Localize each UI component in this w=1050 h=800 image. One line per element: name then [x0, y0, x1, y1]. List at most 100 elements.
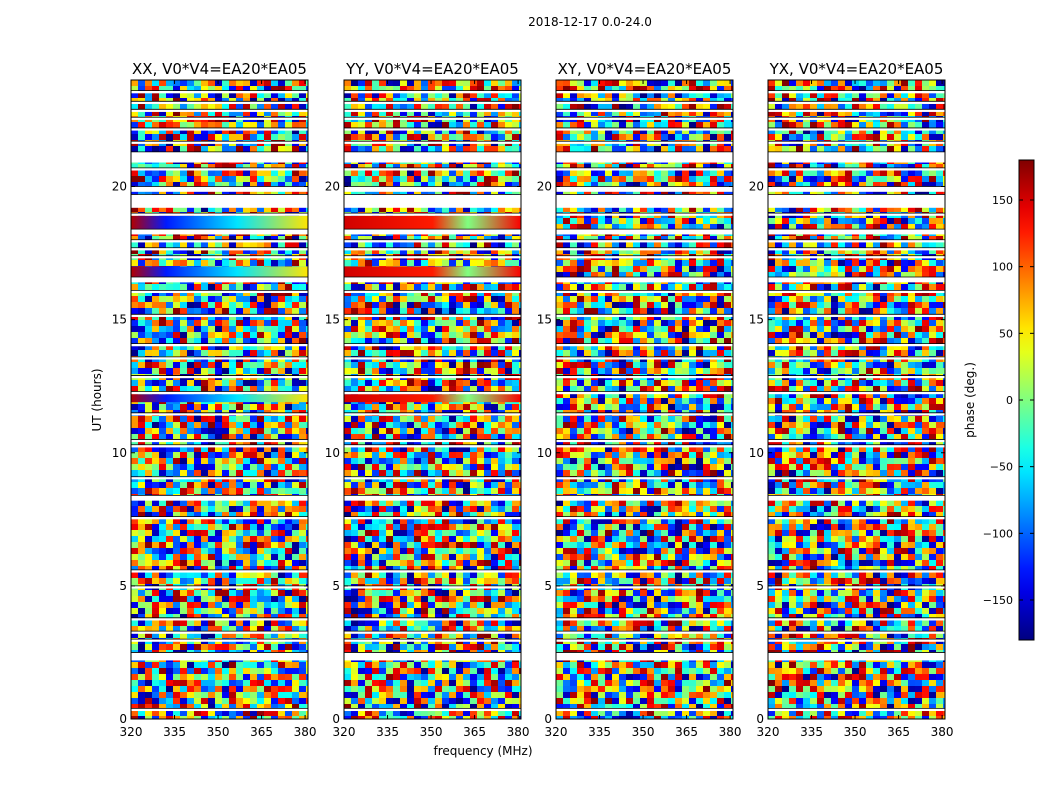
- flagged-band: [344, 631, 521, 634]
- flagged-band: [556, 639, 733, 642]
- flagged-band: [131, 631, 308, 634]
- flagged-band: [768, 255, 945, 259]
- flagged-band: [768, 239, 945, 243]
- flagged-band: [131, 495, 308, 501]
- flagged-band: [344, 617, 521, 621]
- flagged-band: [556, 213, 733, 216]
- flagged-band: [768, 439, 945, 443]
- flagged-band: [344, 127, 521, 131]
- panel-title: YY, V0*V4=EA20*EA05: [345, 60, 519, 78]
- panel-frame: [555, 79, 734, 720]
- flagged-band: [556, 356, 733, 360]
- flagged-band: [131, 639, 308, 642]
- flagged-band: [131, 277, 308, 283]
- flagged-band: [344, 375, 521, 379]
- y-tick-label: 10: [112, 446, 127, 460]
- flagged-band: [768, 229, 945, 235]
- y-tick-label: 5: [119, 579, 127, 593]
- flagged-band: [768, 117, 945, 120]
- x-tick-label: 320: [545, 725, 568, 739]
- flagged-band: [556, 708, 733, 712]
- flagged-band: [768, 391, 945, 395]
- flagged-band: [344, 213, 521, 216]
- flagged-band: [131, 247, 308, 251]
- flagged-band: [344, 151, 521, 163]
- flagged-band: [131, 255, 308, 259]
- flagged-band: [556, 90, 733, 94]
- flagged-band: [344, 117, 521, 120]
- flagged-band: [556, 585, 733, 589]
- flagged-band: [131, 109, 308, 112]
- panel-frame: [343, 79, 522, 720]
- flagged-band: [556, 141, 733, 144]
- flagged-band: [556, 617, 733, 621]
- flagged-band: [768, 444, 945, 448]
- flagged-band: [556, 101, 733, 104]
- x-axis-label: frequency (MHz): [433, 744, 532, 758]
- flagged-band: [131, 516, 308, 520]
- y-tick-label: 10: [537, 446, 552, 460]
- flagged-band: [344, 90, 521, 94]
- flagged-band: [131, 314, 308, 317]
- y-tick-label: 20: [325, 180, 340, 194]
- flagged-band: [131, 356, 308, 360]
- flagged-band: [344, 239, 521, 243]
- phase-image: [344, 80, 521, 719]
- flagged-band: [131, 101, 308, 104]
- y-tick-label: 0: [332, 712, 340, 726]
- flagged-band: [556, 375, 733, 379]
- flagged-band: [768, 343, 945, 347]
- colorbar-tick-label: −100: [983, 527, 1013, 540]
- flagged-band: [131, 708, 308, 712]
- y-tick-label: 0: [756, 712, 764, 726]
- flagged-band: [344, 356, 521, 360]
- y-tick-label: 15: [112, 313, 127, 327]
- y-tick-label: 0: [544, 712, 552, 726]
- flagged-band: [131, 239, 308, 243]
- x-tick-label: 350: [844, 725, 867, 739]
- flagged-band: [768, 639, 945, 642]
- flagged-band: [344, 109, 521, 112]
- flagged-band: [556, 117, 733, 120]
- x-tick-label: 320: [120, 725, 143, 739]
- flagged-band: [131, 375, 308, 379]
- x-tick-label: 365: [675, 725, 698, 739]
- flagged-band: [768, 151, 945, 163]
- flagged-band: [556, 516, 733, 520]
- flagged-band: [768, 585, 945, 589]
- flagged-band: [556, 277, 733, 283]
- flagged-band: [344, 439, 521, 443]
- flagged-band: [131, 617, 308, 621]
- x-tick-label: 380: [931, 725, 954, 739]
- colorbar-label: phase (deg.): [963, 362, 977, 438]
- flagged-band: [344, 652, 521, 661]
- flagged-band: [131, 186, 308, 192]
- flagged-band: [556, 569, 733, 573]
- y-axis-label: UT (hours): [90, 368, 104, 431]
- flagged-band: [768, 476, 945, 480]
- y-tick-label: 20: [537, 180, 552, 194]
- flagged-band: [344, 290, 521, 293]
- flagged-band: [768, 631, 945, 634]
- flagged-band: [131, 652, 308, 661]
- flagged-band: [768, 314, 945, 317]
- flagged-band: [768, 109, 945, 112]
- flagged-band: [131, 213, 308, 216]
- y-tick-label: 5: [756, 579, 764, 593]
- panel-frame: [767, 79, 946, 720]
- figure-title: 2018-12-17 0.0-24.0: [528, 15, 652, 29]
- flagged-band: [344, 255, 521, 259]
- flagged-band: [131, 585, 308, 589]
- flagged-band: [344, 101, 521, 104]
- panel-frame: [130, 79, 309, 720]
- flagged-band: [344, 277, 521, 283]
- panel-xx: XX, V0*V4=EA20*EA05 320 335 350 365 380 0 5 10 15…: [112, 60, 317, 739]
- flagged-band: [344, 194, 521, 208]
- flagged-band: [556, 290, 733, 293]
- y-tick-label: 15: [749, 313, 764, 327]
- flagged-band: [131, 391, 308, 395]
- flagged-band: [131, 476, 308, 480]
- flagged-band: [768, 101, 945, 104]
- x-tick-label: 335: [376, 725, 399, 739]
- flagged-band: [768, 194, 945, 208]
